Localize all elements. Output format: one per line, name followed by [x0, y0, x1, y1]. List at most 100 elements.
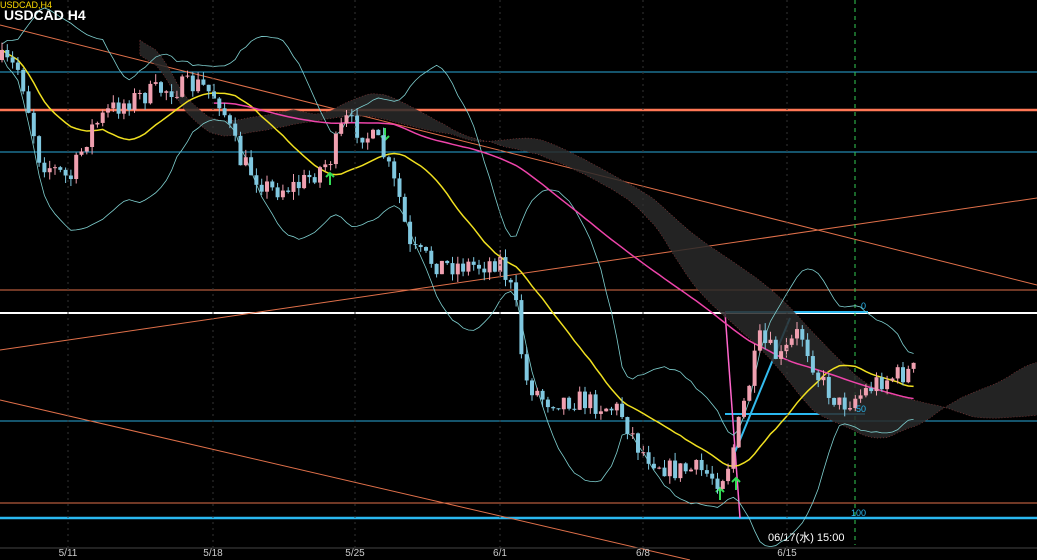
candle-body	[879, 377, 884, 390]
candle-body	[784, 344, 789, 352]
cloud	[139, 39, 1037, 439]
candle-body	[673, 460, 678, 479]
candle-body	[418, 245, 423, 248]
candle-body	[561, 397, 566, 410]
candle-body	[376, 129, 381, 136]
candle-body	[805, 339, 810, 357]
candle-body	[397, 178, 402, 197]
candle-body	[164, 91, 169, 93]
candle-body	[217, 98, 222, 109]
candle-body	[185, 75, 190, 77]
candle-body	[720, 481, 725, 489]
candle-body	[747, 385, 752, 401]
candle-body	[68, 175, 73, 180]
candle-body	[302, 174, 307, 189]
candle-body	[90, 124, 95, 147]
candle-body	[323, 164, 328, 168]
candle-body	[906, 368, 911, 383]
candle-body	[307, 174, 312, 178]
candle-body	[853, 398, 858, 409]
candle-body	[455, 263, 460, 275]
fib-label: 100	[851, 508, 866, 518]
candle-body	[826, 376, 831, 398]
candle-body	[333, 133, 338, 165]
candle-body	[519, 300, 524, 355]
candle-body	[874, 377, 879, 392]
candle-body	[816, 372, 821, 381]
candle-body	[837, 397, 842, 405]
candle-body	[371, 129, 375, 139]
candle-body	[15, 62, 20, 70]
candle-body	[349, 115, 354, 117]
candle-body	[132, 93, 137, 111]
candle-body	[901, 367, 905, 383]
candle-body	[482, 268, 487, 273]
candle-body	[779, 351, 784, 359]
candle-body	[636, 433, 640, 453]
candle-body	[715, 478, 720, 489]
candle-body	[344, 115, 349, 124]
fib-anchor	[724, 311, 741, 519]
candle-body	[461, 263, 466, 272]
candle-body	[567, 397, 572, 409]
candle-body	[429, 250, 434, 264]
candle-body	[604, 408, 609, 412]
candle-body	[53, 167, 57, 169]
candle-body	[21, 69, 26, 92]
candle-body	[392, 161, 397, 179]
fib-label: 50	[856, 404, 866, 414]
candle-body	[694, 459, 699, 470]
candle-body	[26, 91, 31, 113]
candle-body	[492, 261, 497, 272]
candle-body	[180, 76, 185, 97]
candle-body	[503, 257, 508, 280]
candle-body	[238, 135, 243, 166]
candle-body	[530, 380, 534, 396]
candle-body	[736, 416, 741, 448]
moving-average	[1, 49, 914, 468]
candle-body	[137, 93, 142, 95]
candle-body	[201, 79, 206, 85]
candle-body	[0, 50, 4, 60]
candle-body	[190, 75, 195, 92]
candle-body	[111, 102, 116, 109]
x-tick-label: 5/25	[345, 548, 365, 559]
candle-body	[911, 362, 916, 369]
candle-body	[169, 91, 174, 98]
candle-body	[196, 79, 201, 92]
candle-body	[471, 261, 476, 265]
x-tick-label: 6/15	[777, 548, 797, 559]
candle-body	[328, 164, 333, 166]
candle-body	[259, 184, 264, 192]
candle-body	[254, 175, 259, 185]
candle-body	[895, 367, 900, 379]
candle-body	[678, 463, 683, 479]
candle-body	[583, 391, 587, 409]
candle-body	[858, 395, 863, 399]
candle-body	[556, 408, 561, 410]
candle-body	[365, 138, 370, 143]
candles	[0, 42, 916, 494]
candle-body	[598, 411, 603, 414]
candle-body	[445, 260, 450, 264]
fib-label: 0	[861, 301, 866, 311]
candle-body	[731, 447, 736, 469]
candle-body	[100, 112, 105, 123]
candle-body	[657, 467, 662, 469]
candle-body	[212, 91, 216, 99]
candle-body	[291, 181, 296, 192]
candle-body	[37, 136, 42, 163]
candle-body	[63, 169, 68, 176]
candle-body	[355, 115, 360, 138]
candle-body	[609, 408, 614, 411]
candle-body	[651, 463, 656, 469]
candle-body	[614, 403, 619, 411]
x-tick-label: 6/1	[493, 548, 507, 559]
candle-body	[450, 263, 455, 275]
candle-body	[434, 263, 439, 275]
candle-body	[620, 403, 625, 418]
candle-body	[127, 103, 132, 111]
candle-body	[742, 400, 746, 417]
x-tick-label: 5/18	[203, 548, 223, 559]
